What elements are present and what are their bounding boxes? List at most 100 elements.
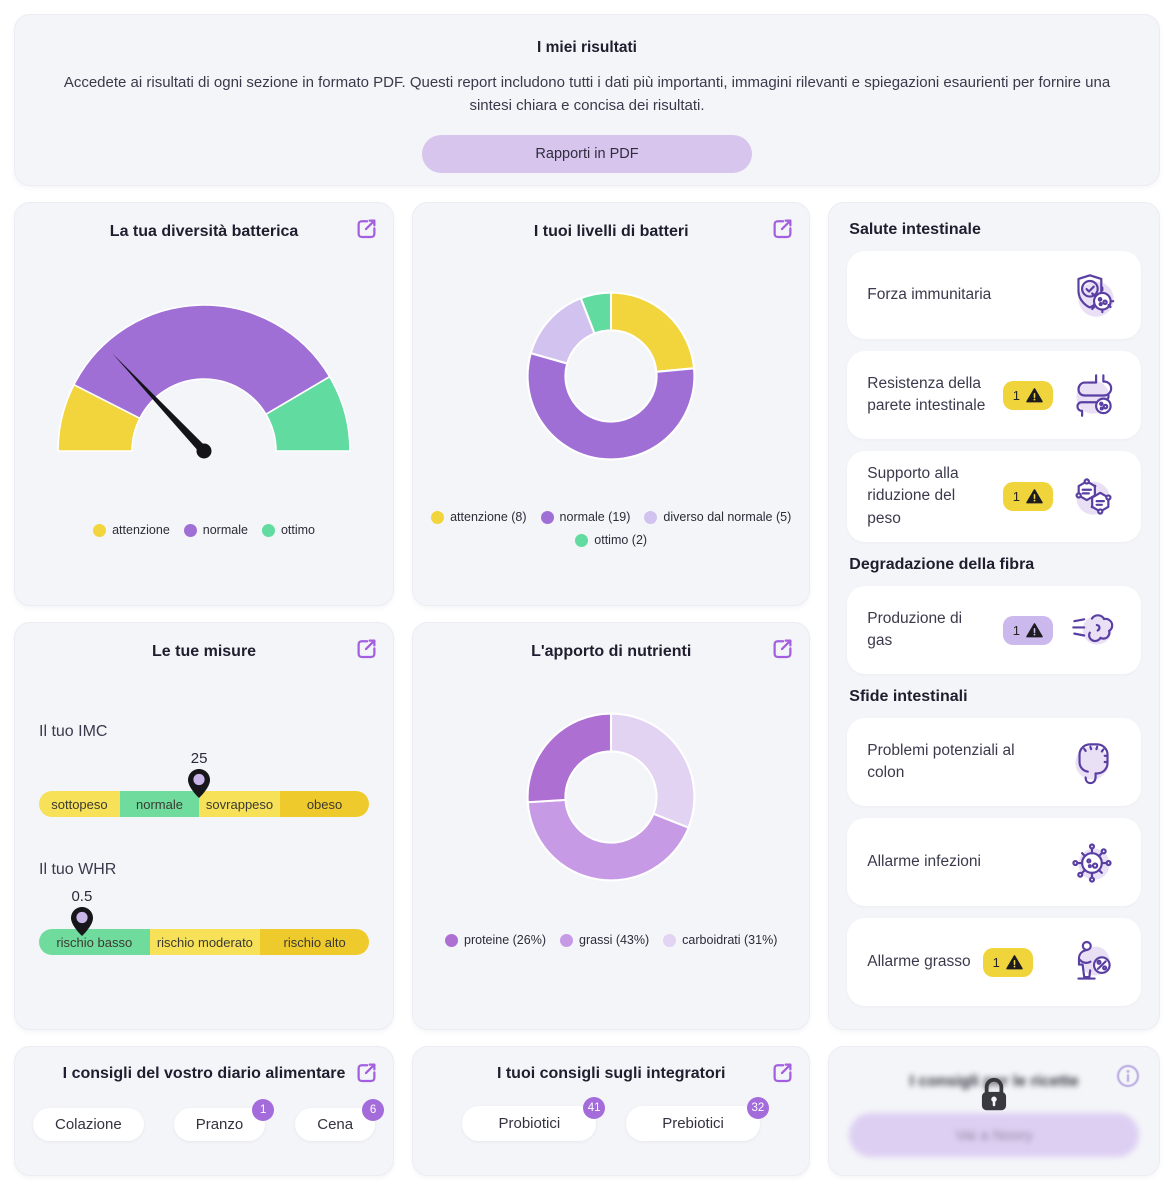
count-badge: 1: [252, 1099, 275, 1121]
pdf-reports-button[interactable]: Rapporti in PDF: [422, 134, 752, 173]
bacterial-diversity-card: La tua diversità batterica attenzione nor…: [14, 202, 395, 606]
dinner-button[interactable]: Cena 6: [295, 1099, 385, 1141]
legend-item: normale (19): [540, 510, 630, 524]
health-item-label: Produzione di gas: [867, 609, 963, 650]
legend-row: attenzione (8) normale (19) diverso dal no…: [431, 510, 791, 524]
legend-label: ottimo (2): [594, 533, 648, 547]
nutrient-intake-card: L'apporto di nutrienti proteine (26%) gra…: [412, 622, 811, 1030]
measures-external-link[interactable]: [353, 635, 380, 662]
health-item-label: Supporto alla riduzione del peso: [867, 465, 959, 527]
warning-count: 1: [1012, 387, 1020, 403]
gas-icon: [1065, 602, 1121, 658]
warning-triangle-icon: [1026, 623, 1043, 638]
whr-label: Il tuo WHR: [39, 861, 117, 878]
warning-badge: 1: [982, 947, 1033, 977]
card-title: I tuoi consigli sugli integratori: [496, 1065, 726, 1082]
legend-item: ottimo (2): [575, 533, 647, 547]
warning-badge: 1: [1002, 482, 1053, 512]
levels-external-link[interactable]: [769, 215, 796, 242]
pill-label: Cena: [317, 1116, 354, 1133]
lock-icon: [973, 1073, 1015, 1120]
external-link-icon: [357, 1063, 376, 1083]
whr-pin-row: 0.5: [39, 879, 369, 936]
bacteria-levels-donut-chart: [526, 291, 696, 460]
health-item-fat-alarm[interactable]: Allarme grasso 1: [847, 918, 1141, 1007]
supplement-buttons: Probiotici 41 Prebiotici 32: [431, 1097, 791, 1141]
pill-label: Prebiotici: [662, 1115, 724, 1132]
legend-item: grassi (43%): [560, 933, 649, 947]
count-badge: 41: [583, 1097, 606, 1119]
section-header-fiber: Degradazione della fibra: [849, 556, 1035, 574]
go-to-recipes-button[interactable]: Vai a Noory: [849, 1113, 1139, 1157]
health-item-weight-support[interactable]: Supporto alla riduzione del peso 1: [847, 451, 1141, 543]
virus-icon: [1065, 834, 1121, 890]
legend-item: ottimo: [261, 523, 315, 537]
legend-dot: [644, 510, 658, 524]
imc-bar: sottopeso normale sovrappeso obeso: [39, 791, 370, 817]
map-pin-icon: [70, 907, 93, 936]
imc-range-indicator: 25 sottopeso normale sovrappeso obeso: [39, 741, 370, 817]
lunch-button[interactable]: Pranzo 1: [173, 1099, 275, 1141]
nutrients-legend: proteine (26%) grassi (43%) carboidrati (3…: [445, 933, 777, 947]
measures-card: Le tue misure Il tuo IMC 25 sottopeso norm…: [14, 622, 395, 1030]
external-link-icon: [773, 639, 792, 659]
range-segment: rischio basso: [39, 929, 150, 955]
map-pin-icon: [188, 769, 211, 798]
legend-row: ottimo (2): [431, 533, 791, 547]
prebiotics-button[interactable]: Prebiotici 32: [626, 1097, 769, 1141]
page-description: Accedete ai risultati di ogni sezione in…: [63, 74, 1111, 115]
diversity-external-link[interactable]: [353, 215, 380, 242]
diary-external-link[interactable]: [353, 1059, 380, 1086]
health-item-colon-problems[interactable]: Problemi potenziali al colon: [847, 718, 1141, 807]
range-segment: obeso: [279, 791, 370, 817]
external-link-icon: [773, 219, 792, 239]
warning-triangle-icon: [1006, 955, 1023, 970]
breakfast-button[interactable]: Colazione: [33, 1108, 144, 1141]
warning-count: 1: [1012, 489, 1020, 505]
warning-badge: 1: [1002, 615, 1053, 645]
molecules-icon: [1065, 469, 1121, 525]
health-overview-panel: Salute intestinale Forza immunitaria: [828, 202, 1160, 1030]
health-item-label: Problemi potenziali al colon: [867, 741, 1015, 782]
card-title: La tua diversità batterica: [109, 223, 299, 240]
imc-value: 25: [190, 750, 208, 767]
info-icon[interactable]: [1115, 1063, 1141, 1089]
range-segment: rischio moderato: [149, 929, 261, 955]
health-item-gas-production[interactable]: Produzione di gas 1: [847, 586, 1141, 675]
health-item-label: Resistenza della parete intestinale: [867, 374, 986, 414]
supplements-card: I tuoi consigli sugli integratori Probio…: [412, 1046, 811, 1176]
page-title: I miei risultati: [537, 39, 637, 56]
legend-item: diverso dal normale (5): [644, 510, 791, 524]
whr-measure: Il tuo WHR 0.5 rischio basso rischio moder…: [39, 861, 370, 955]
health-item-infection-alarm[interactable]: Allarme infezioni: [847, 818, 1141, 907]
legend-label: grassi (43%): [579, 933, 650, 947]
legend-label: carboidrati (31%): [682, 933, 778, 947]
health-item-label: Allarme infezioni: [867, 853, 981, 871]
external-link-icon: [773, 1063, 792, 1083]
health-item-gut-wall[interactable]: Resistenza della parete intestinale 1: [847, 351, 1141, 439]
external-link-icon: [357, 219, 376, 239]
nutrients-external-link[interactable]: [769, 635, 796, 662]
card-title: Le tue misure: [152, 643, 257, 660]
whr-range-indicator: 0.5 rischio basso rischio moderato rischio …: [39, 879, 370, 955]
card-title: I tuoi livelli di batteri: [533, 223, 689, 240]
legend-item: proteine (26%): [445, 933, 546, 947]
legend-label: diverso dal normale (5): [663, 510, 792, 524]
range-segment: sovrappeso: [199, 791, 280, 817]
diversity-chart-area: [33, 241, 375, 523]
section-header-challenges: Sfide intestinali: [849, 688, 968, 706]
probiotics-button[interactable]: Probiotici 41: [462, 1097, 606, 1141]
supplements-external-link[interactable]: [769, 1059, 796, 1086]
legend-dot: [183, 523, 197, 537]
health-item-immune-strength[interactable]: Forza immunitaria: [847, 251, 1141, 339]
legend-dot: [445, 933, 458, 947]
range-segment: rischio alto: [260, 929, 370, 955]
card-title: L'apporto di nutrienti: [531, 643, 692, 660]
legend-item: attenzione: [93, 523, 170, 537]
warning-count: 1: [1012, 622, 1020, 638]
intestine-icon: [1065, 367, 1121, 423]
count-badge: 32: [746, 1097, 769, 1119]
legend-label: proteine (26%): [464, 933, 546, 947]
legend-row: proteine (26%) grassi (43%) carboidrati (3…: [445, 933, 777, 947]
